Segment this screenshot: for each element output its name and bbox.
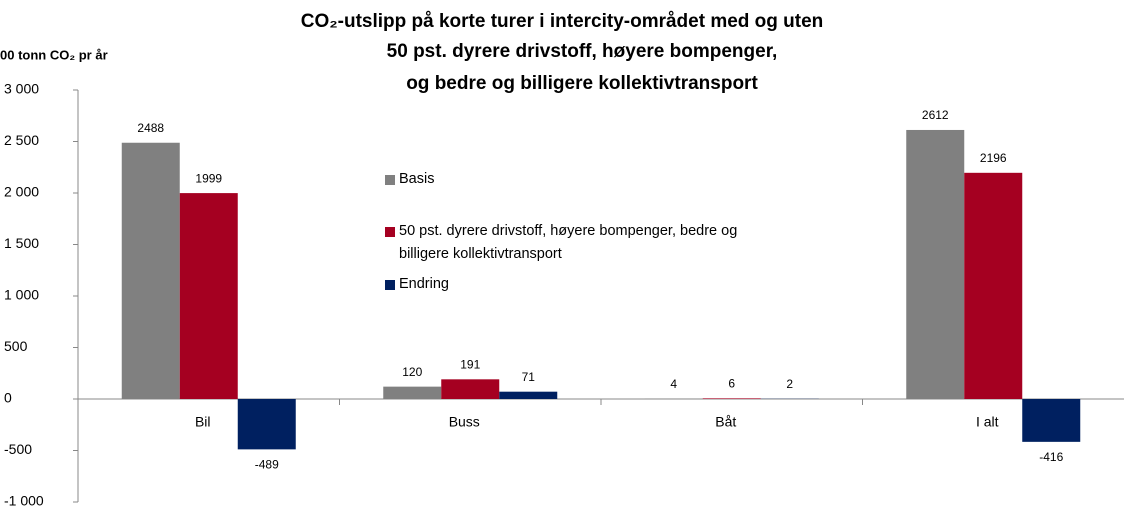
bar xyxy=(906,129,965,400)
y-tick-label: -1 000 xyxy=(4,493,44,509)
data-label: 2612 xyxy=(922,108,949,122)
x-tick-label: I alt xyxy=(976,414,999,430)
y-tick-label: 2 500 xyxy=(4,132,39,148)
y-tick-label: 500 xyxy=(4,338,28,354)
y-tick-label: 1 500 xyxy=(4,235,39,251)
legend-label: Basis xyxy=(399,171,435,187)
legend-label: 50 pst. dyrere drivstoff, høyere bompeng… xyxy=(399,223,738,262)
bar xyxy=(237,399,296,450)
data-label: -489 xyxy=(255,458,279,472)
chart-title: 50 pst. dyrere drivstoff, høyere bompeng… xyxy=(387,41,778,62)
bar xyxy=(702,398,761,399)
legend-swatch xyxy=(385,227,395,237)
legend-item: 50 pst. dyrere drivstoff, høyere bompeng… xyxy=(399,223,738,262)
x-tick-label: Båt xyxy=(715,414,736,430)
bar xyxy=(121,142,180,399)
data-label: 4 xyxy=(670,377,677,391)
y-tick-label: -500 xyxy=(4,441,32,457)
y-axis-label: 00 tonn CO₂ pr år xyxy=(0,47,108,62)
bar xyxy=(964,172,1023,399)
x-tick-label: Bil xyxy=(195,414,211,430)
chart-title: CO₂-utslipp på korte turer i intercity-o… xyxy=(301,11,824,32)
legend-item: Endring xyxy=(399,276,449,292)
data-label: 120 xyxy=(402,365,422,379)
bar xyxy=(1022,399,1081,442)
data-label: 2 xyxy=(786,377,793,391)
data-label: 2196 xyxy=(980,151,1007,165)
data-label: -416 xyxy=(1039,450,1063,464)
y-tick-label: 1 000 xyxy=(4,287,39,303)
bar xyxy=(499,391,558,399)
bar xyxy=(179,193,238,399)
y-tick-label: 2 000 xyxy=(4,184,39,200)
data-label: 71 xyxy=(522,370,536,384)
data-label: 191 xyxy=(460,357,480,371)
data-label: 1999 xyxy=(195,171,222,185)
legend-item: Basis xyxy=(399,171,435,187)
bar xyxy=(441,379,500,399)
legend-swatch xyxy=(385,175,395,185)
legend-swatch xyxy=(385,280,395,290)
bar xyxy=(383,386,442,399)
data-label: 6 xyxy=(728,377,735,391)
data-label: 2488 xyxy=(137,121,164,135)
legend-label: Endring xyxy=(399,276,449,292)
y-tick-label: 0 xyxy=(4,390,12,406)
y-tick-label: 3 000 xyxy=(4,81,39,97)
x-tick-label: Buss xyxy=(449,414,480,430)
chart-title: og bedre og billigere kollektivtransport xyxy=(406,73,758,94)
